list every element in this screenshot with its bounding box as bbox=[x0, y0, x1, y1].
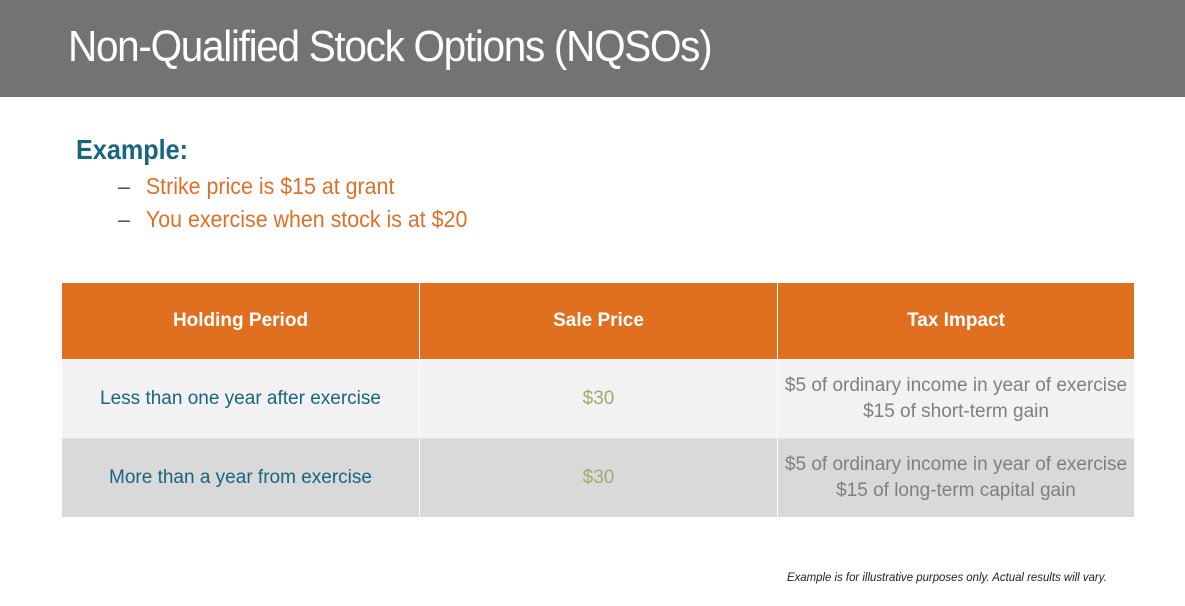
example-bullets: – Strike price is $15 at grant – You exerc… bbox=[118, 170, 494, 236]
bullet-text: You exercise when stock is at $20 bbox=[145, 206, 468, 232]
sale-price-cell: $30 bbox=[419, 359, 778, 439]
dash-icon: – bbox=[118, 206, 130, 232]
table-row: More than a year from exercise $30 $5 of… bbox=[61, 438, 1135, 518]
tax-impact-cell: $5 of ordinary income in year of exercis… bbox=[777, 359, 1135, 439]
bullet-item: – Strike price is $15 at grant bbox=[118, 170, 467, 203]
tax-impact-line: $5 of ordinary income in year of exercis… bbox=[784, 454, 1128, 475]
table-row: Less than one year after exercise $30 $5… bbox=[61, 359, 1135, 439]
tax-impact-line: $15 of short-term gain bbox=[863, 401, 1049, 422]
header-holding-period: Holding Period bbox=[61, 282, 420, 360]
disclaimer-note: Example is for illustrative purposes onl… bbox=[787, 570, 1107, 584]
holding-period-cell: More than a year from exercise bbox=[61, 438, 420, 518]
bullet-item: – You exercise when stock is at $20 bbox=[118, 203, 467, 236]
nqso-example-table: Holding Period Sale Price Tax Impact Les… bbox=[61, 282, 1135, 518]
tax-impact-line: $15 of long-term capital gain bbox=[836, 480, 1076, 501]
table-header-row: Holding Period Sale Price Tax Impact bbox=[61, 282, 1135, 360]
tax-impact-line: $5 of ordinary income in year of exercis… bbox=[784, 375, 1128, 396]
example-heading: Example: bbox=[76, 134, 189, 165]
title-bar: Non-Qualified Stock Options (NQSOs) bbox=[0, 0, 1185, 97]
slide-title: Non-Qualified Stock Options (NQSOs) bbox=[68, 22, 713, 71]
dash-icon: – bbox=[118, 173, 130, 199]
tax-impact-cell: $5 of ordinary income in year of exercis… bbox=[777, 438, 1135, 518]
sale-price-cell: $30 bbox=[419, 438, 778, 518]
header-tax-impact: Tax Impact bbox=[777, 282, 1135, 360]
holding-period-cell: Less than one year after exercise bbox=[61, 359, 420, 439]
bullet-text: Strike price is $15 at grant bbox=[145, 173, 395, 199]
header-sale-price: Sale Price bbox=[419, 282, 778, 360]
